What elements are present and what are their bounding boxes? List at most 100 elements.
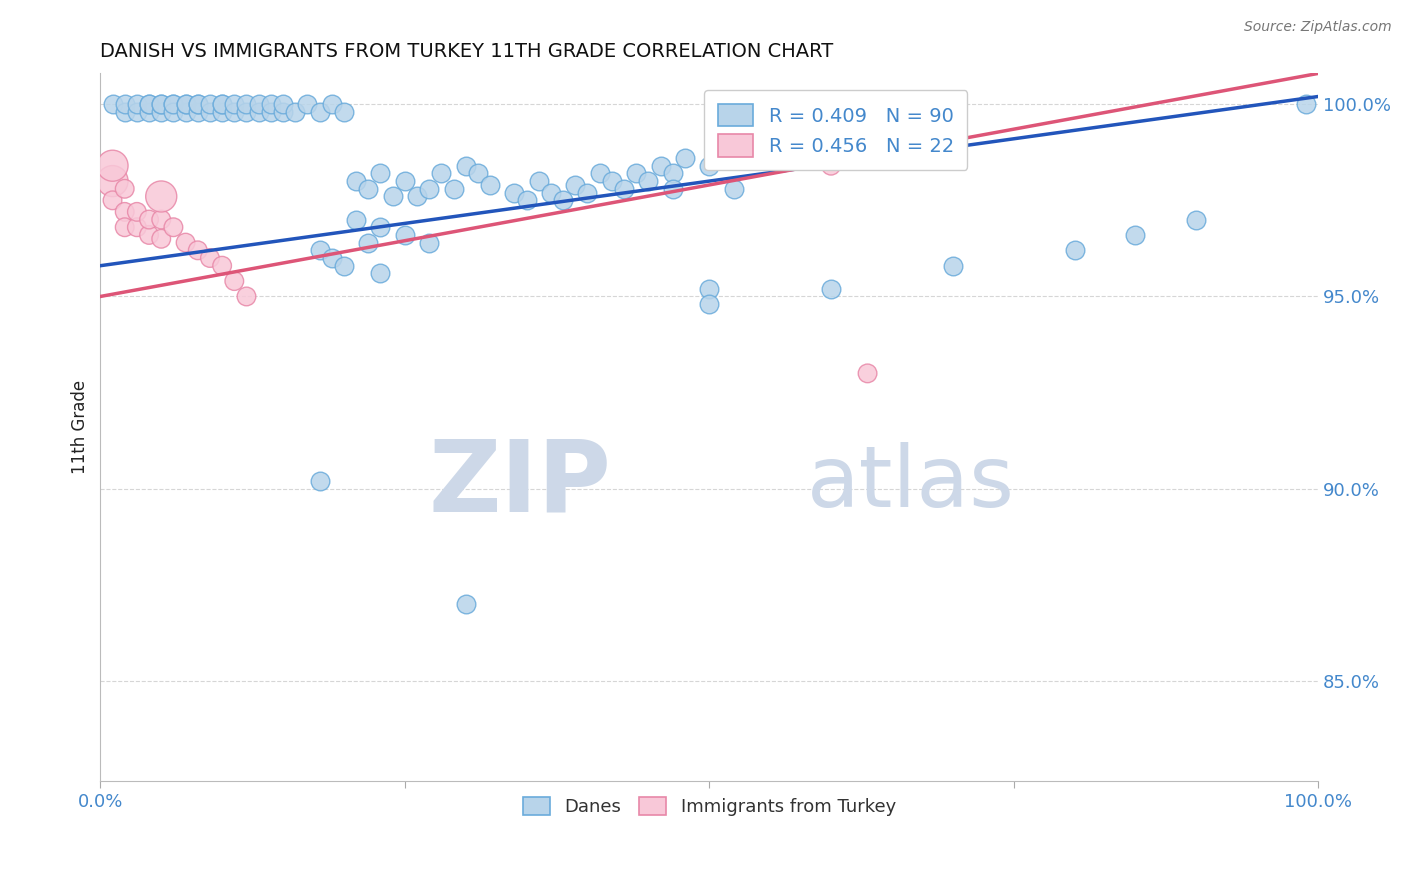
Point — [150, 97, 173, 112]
Point — [479, 178, 502, 192]
Point — [247, 104, 270, 119]
Point — [162, 220, 184, 235]
Text: atlas: atlas — [807, 442, 1015, 525]
Point — [454, 597, 477, 611]
Point — [697, 159, 720, 173]
Point — [308, 474, 330, 488]
Point — [333, 104, 356, 119]
Point — [114, 97, 136, 112]
Point — [187, 244, 209, 258]
Point — [235, 104, 257, 119]
Text: Source: ZipAtlas.com: Source: ZipAtlas.com — [1244, 20, 1392, 34]
Point — [101, 194, 124, 208]
Point — [174, 97, 197, 112]
Point — [1295, 97, 1317, 112]
Point — [443, 182, 465, 196]
Point — [138, 212, 160, 227]
Point — [820, 159, 842, 173]
Point — [321, 251, 343, 265]
Point — [211, 97, 233, 112]
Point — [101, 174, 124, 188]
Point — [198, 251, 221, 265]
Point — [187, 104, 209, 119]
Point — [284, 104, 307, 119]
Point — [370, 266, 392, 280]
Point — [564, 178, 586, 192]
Point — [162, 97, 184, 112]
Point — [247, 97, 270, 112]
Legend: Danes, Immigrants from Turkey: Danes, Immigrants from Turkey — [513, 788, 905, 825]
Point — [454, 159, 477, 173]
Point — [150, 104, 173, 119]
Point — [138, 104, 160, 119]
Point — [527, 174, 550, 188]
Point — [820, 282, 842, 296]
Text: ZIP: ZIP — [429, 435, 612, 533]
Point — [224, 274, 246, 288]
Point — [637, 174, 659, 188]
Point — [673, 151, 696, 165]
Point — [747, 151, 769, 165]
Point — [211, 97, 233, 112]
Point — [613, 182, 636, 196]
Point — [125, 104, 148, 119]
Point — [224, 97, 246, 112]
Point — [344, 174, 367, 188]
Point — [1185, 212, 1208, 227]
Point — [856, 367, 879, 381]
Y-axis label: 11th Grade: 11th Grade — [72, 380, 89, 475]
Point — [162, 97, 184, 112]
Point — [224, 104, 246, 119]
Point — [661, 166, 683, 180]
Point — [150, 212, 173, 227]
Point — [114, 205, 136, 219]
Point — [198, 97, 221, 112]
Point — [174, 97, 197, 112]
Point — [418, 235, 440, 250]
Point — [394, 227, 416, 242]
Point — [406, 189, 429, 203]
Point — [553, 194, 575, 208]
Point — [624, 166, 647, 180]
Point — [125, 205, 148, 219]
Point — [357, 235, 380, 250]
Point — [198, 104, 221, 119]
Point — [138, 97, 160, 112]
Point — [211, 104, 233, 119]
Point — [174, 235, 197, 250]
Point — [114, 104, 136, 119]
Point — [370, 166, 392, 180]
Point — [697, 282, 720, 296]
Point — [394, 174, 416, 188]
Point — [418, 182, 440, 196]
Text: DANISH VS IMMIGRANTS FROM TURKEY 11TH GRADE CORRELATION CHART: DANISH VS IMMIGRANTS FROM TURKEY 11TH GR… — [100, 42, 834, 61]
Point — [150, 97, 173, 112]
Point — [430, 166, 453, 180]
Point — [187, 97, 209, 112]
Point — [150, 189, 173, 203]
Point — [308, 244, 330, 258]
Point — [125, 97, 148, 112]
Point — [308, 104, 330, 119]
Point — [650, 159, 672, 173]
Point — [235, 289, 257, 303]
Point — [333, 259, 356, 273]
Point — [235, 97, 257, 112]
Point — [1125, 227, 1147, 242]
Point — [467, 166, 489, 180]
Point — [138, 97, 160, 112]
Point — [370, 220, 392, 235]
Point — [162, 104, 184, 119]
Point — [344, 212, 367, 227]
Point — [600, 174, 623, 188]
Point — [381, 189, 404, 203]
Point — [150, 232, 173, 246]
Point — [101, 159, 124, 173]
Point — [1063, 244, 1085, 258]
Point — [101, 97, 124, 112]
Point — [588, 166, 610, 180]
Point — [114, 182, 136, 196]
Point — [174, 104, 197, 119]
Point — [357, 182, 380, 196]
Point — [697, 297, 720, 311]
